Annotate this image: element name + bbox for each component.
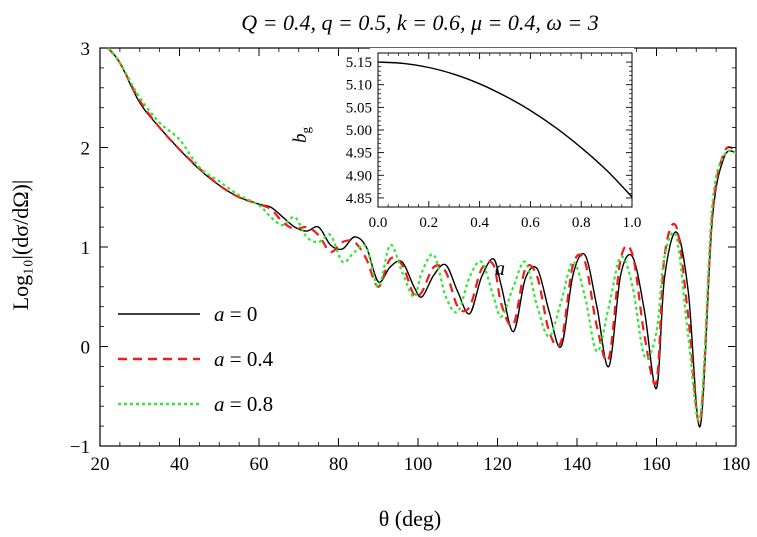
series-line-2 [107, 47, 737, 421]
main-series-group [107, 47, 737, 428]
inset-series-group [377, 61, 633, 198]
x-tick-label: 40 [170, 454, 189, 475]
y-tick-label: −1 [70, 437, 90, 458]
inset-y-tick-label: 5.05 [346, 100, 372, 116]
y-tick-label: 3 [81, 39, 91, 60]
legend-label-2: a = 0.8 [214, 392, 273, 416]
inset-x-tick-label: 0.6 [521, 215, 540, 231]
x-tick-label: 20 [91, 454, 110, 475]
series-line-1 [107, 47, 737, 425]
x-axis-title: θ (deg) [379, 506, 441, 531]
inset-x-tick-label: 1.0 [623, 215, 642, 231]
y-tick-label: 1 [81, 238, 91, 259]
main-ticks-group: 20 40 60 80 100 120 140 160 180 −1 0 1 2 3 [70, 39, 750, 475]
inset-y-tick-label: 4.85 [346, 191, 372, 207]
x-tick-label: 80 [329, 454, 348, 475]
inset-background [370, 48, 634, 214]
inset-x-tick-label: 0.4 [470, 215, 489, 231]
inset-x-tick-label: 0.8 [572, 215, 591, 231]
x-tick-label: 140 [563, 454, 592, 475]
x-tick-label: 120 [483, 454, 512, 475]
y-tick-label: 0 [81, 338, 91, 359]
inset-series-line-0 [377, 61, 633, 198]
legend-label-0: a = 0 [214, 302, 257, 326]
inset-x-tick-label: 0.2 [419, 215, 438, 231]
legend-label-1: a = 0.4 [214, 347, 274, 371]
inset-ticks-group: 0.0 0.2 0.4 0.6 0.8 1.0 4.85 4.90 4.95 5.00 5.05 5.… [346, 53, 642, 231]
y-tick-label: 2 [81, 139, 91, 160]
inset-y-tick-label: 5.00 [346, 123, 372, 139]
inset-plot: 0.0 0.2 0.4 0.6 0.8 1.0 4.85 4.90 4.95 5.00 5.05 5.… [290, 48, 641, 231]
legend: a = 0 a = 0.4 a = 0.8 [118, 302, 274, 416]
main-plot: 20 40 60 80 100 120 140 160 180 −1 0 1 2 3 a [70, 39, 750, 475]
chart-title: Q = 0.4, q = 0.5, k = 0.6, μ = 0.4, ω = … [241, 10, 598, 35]
inset-x-tick-label: 0.0 [369, 215, 388, 231]
inset-y-tick-label: 4.90 [346, 168, 372, 184]
x-tick-label: 100 [404, 454, 433, 475]
curve-annotation: a [495, 258, 505, 280]
x-tick-label: 160 [642, 454, 671, 475]
y-axis-title: Log₁₀|(dσ/dΩ)| [8, 180, 33, 311]
x-tick-label: 60 [250, 454, 269, 475]
inset-y-tick-label: 5.10 [346, 78, 372, 94]
inset-y-axis-title: bg [290, 127, 313, 144]
inset-y-tick-label: 5.15 [346, 55, 372, 71]
x-tick-label: 180 [722, 454, 751, 475]
inset-y-tick-label: 4.95 [346, 146, 372, 162]
